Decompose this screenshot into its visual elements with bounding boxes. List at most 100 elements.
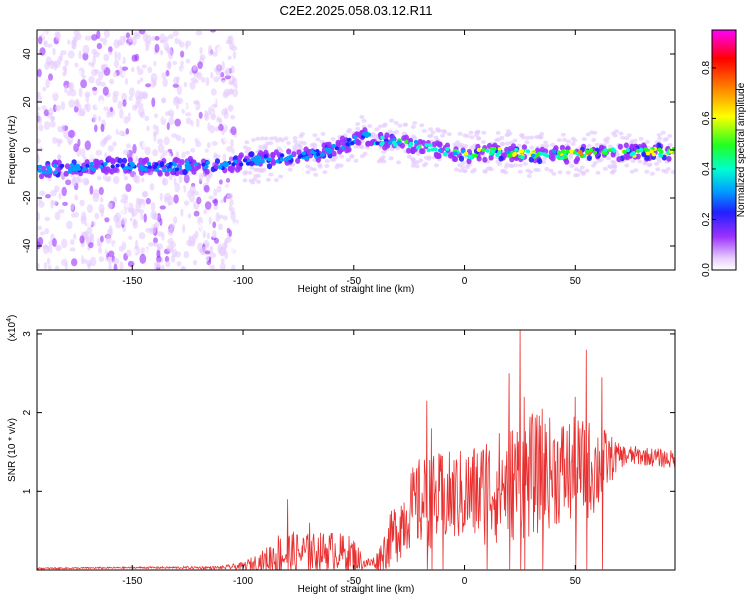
- ridge-core-blob: [538, 151, 544, 156]
- noise-blob: [37, 111, 40, 118]
- noise-blob: [37, 68, 42, 78]
- halo-blob: [248, 178, 254, 183]
- ridge-core-blob: [89, 161, 94, 166]
- halo-blob: [265, 177, 271, 182]
- noise-blob: [192, 100, 200, 105]
- halo-blob: [618, 131, 624, 136]
- halo-blob: [253, 167, 259, 172]
- noise-blob: [181, 108, 185, 114]
- colorbar-ticks: 0.0 0.2 0.4 0.6 0.8: [701, 61, 716, 277]
- noise-blob: [176, 85, 182, 96]
- ridge-core-blob: [555, 154, 560, 159]
- ridge-core-blob: [445, 146, 450, 151]
- ridge-core-blob: [159, 163, 164, 168]
- noise-blob: [43, 109, 50, 117]
- noise-blob: [139, 253, 147, 264]
- noise-blob: [214, 154, 221, 159]
- noise-blob: [173, 216, 178, 224]
- noise-blob: [52, 47, 56, 56]
- noise-blob: [227, 133, 233, 138]
- ridge-core-blob: [81, 167, 86, 172]
- noise-blob: [118, 130, 125, 137]
- halo-blob: [649, 171, 655, 176]
- halo-blob: [346, 129, 352, 134]
- noise-blob: [108, 225, 113, 236]
- noise-blob: [215, 64, 221, 70]
- noise-blob: [217, 45, 224, 55]
- noise-blob: [132, 143, 137, 154]
- ridge-core-blob: [481, 148, 486, 153]
- noise-blob: [180, 50, 185, 58]
- halo-blob: [242, 171, 248, 176]
- spectrogram-panel: -150 -100 -50 0 50 -40 -20 0 20 40 Height of str…: [7, 29, 676, 295]
- ridge-blob: [548, 153, 554, 160]
- noise-blob: [103, 30, 110, 39]
- noise-blob: [183, 174, 190, 184]
- noise-blob: [159, 192, 163, 201]
- noise-blob: [129, 217, 133, 222]
- noise-blob: [54, 211, 61, 221]
- ridge-blob: [284, 159, 290, 166]
- halo-blob: [252, 177, 258, 182]
- halo-blob: [594, 142, 600, 147]
- noise-blob: [195, 30, 203, 36]
- noise-blob: [233, 221, 238, 229]
- ridge-blob: [344, 147, 350, 154]
- noise-blob: [180, 208, 184, 217]
- ridge-blob: [56, 159, 62, 166]
- noise-blob: [58, 138, 63, 144]
- noise-blob: [107, 145, 115, 152]
- halo-blob: [644, 169, 650, 174]
- ridge-core-blob: [231, 162, 236, 167]
- noise-blob: [203, 209, 207, 215]
- snr-series-line: [37, 330, 675, 570]
- noise-blob: [226, 146, 233, 152]
- noise-blob: [122, 71, 128, 77]
- ridge-blob: [433, 151, 439, 158]
- ridge-blob: [337, 148, 343, 155]
- halo-blob: [608, 165, 614, 170]
- ridge-blob: [117, 157, 123, 164]
- halo-blob: [516, 143, 522, 148]
- ridge-blob: [296, 149, 302, 156]
- ridge-blob: [263, 149, 269, 156]
- noise-blob: [113, 214, 120, 223]
- halo-blob: [548, 168, 554, 173]
- halo-blob: [569, 164, 575, 168]
- noise-blob: [71, 179, 77, 187]
- noise-blob: [202, 140, 207, 147]
- halo-blob: [663, 169, 669, 174]
- noise-blob: [182, 224, 186, 234]
- halo-blob: [414, 160, 420, 165]
- noise-blob: [107, 202, 113, 210]
- noise-blob: [82, 44, 90, 55]
- ridge-core-blob: [263, 154, 268, 159]
- noise-blob: [231, 264, 236, 270]
- noise-blob: [84, 140, 92, 151]
- noise-blob: [135, 197, 141, 204]
- noise-blob: [71, 39, 76, 50]
- figure-title: C2E2.2025.058.03.12.R11: [280, 3, 433, 18]
- noise-blob: [67, 39, 71, 45]
- halo-blob: [528, 170, 533, 174]
- noise-blob: [60, 101, 66, 111]
- ridge-blob: [617, 143, 623, 150]
- ridge-core-blob: [443, 152, 448, 157]
- ridge-core-blob: [301, 151, 307, 156]
- noise-blob: [128, 36, 134, 43]
- noise-blob: [121, 217, 127, 225]
- noise-blob: [153, 237, 158, 244]
- noise-blob: [67, 50, 75, 59]
- halo-blob: [421, 128, 427, 133]
- noise-blob: [48, 73, 53, 81]
- noise-blob: [117, 51, 121, 61]
- noise-blob: [58, 192, 62, 200]
- halo-blob: [428, 133, 434, 138]
- halo-blob: [657, 136, 663, 141]
- noise-blob: [102, 86, 109, 96]
- noise-blob: [55, 244, 62, 252]
- noise-blob: [151, 97, 156, 108]
- halo-blob: [537, 135, 543, 140]
- halo-blob: [522, 161, 528, 166]
- noise-blob: [207, 122, 211, 131]
